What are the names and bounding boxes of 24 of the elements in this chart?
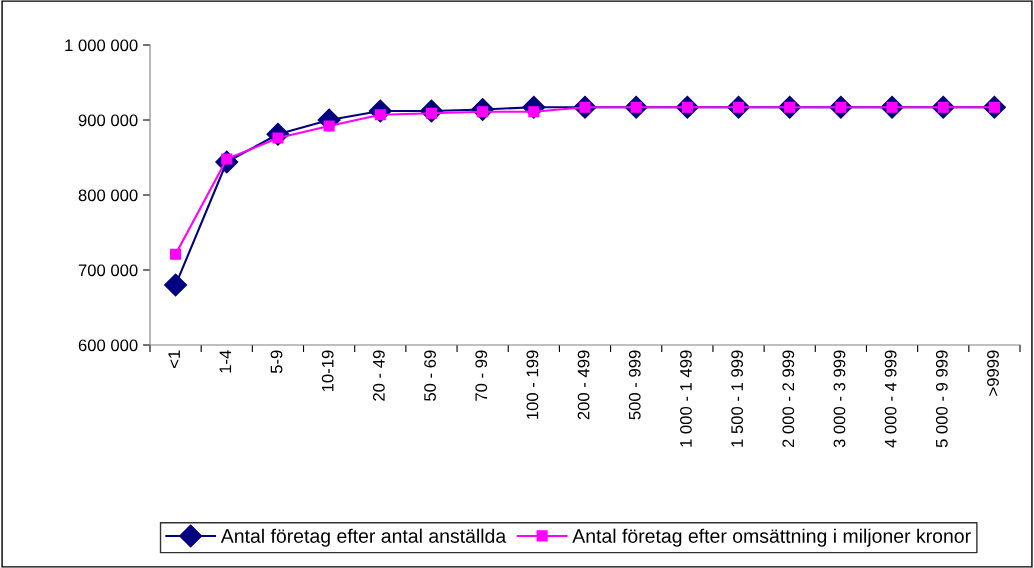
x-tick-label: 5-9 — [270, 350, 283, 374]
y-tick-label: 1 000 000 — [65, 39, 138, 52]
x-tick-label: 10-19 — [321, 350, 334, 392]
x-tick-label: 20 - 49 — [372, 350, 385, 401]
y-tick-label: 600 000 — [78, 339, 138, 352]
x-tick-label: >9999 — [987, 350, 999, 396]
x-tick-label: 3 000 - 3 999 — [833, 350, 846, 448]
x-tick-label: 5 000 - 9 999 — [935, 350, 948, 448]
x-tick-label: 2 000 - 2 999 — [782, 350, 795, 448]
x-tick-label: 4 000 - 4 999 — [884, 350, 897, 448]
x-tick-label: 100 - 199 — [526, 350, 539, 419]
x-tick-label: <1 — [168, 350, 180, 368]
y-tick-label: 700 000 — [78, 264, 138, 277]
x-tick-label: 1 500 - 1 999 — [731, 350, 743, 447]
x-tick-label: 70 - 99 — [475, 350, 488, 401]
x-tick-label: 200 - 499 — [577, 350, 590, 420]
x-tick-label: 500 - 999 — [628, 350, 641, 420]
y-tick-label: 800 000 — [78, 189, 138, 202]
legend-label: Antal företag efter omsättning i miljoner kronor — [572, 528, 971, 547]
legend-label: Antal företag efter antal anställda — [220, 528, 507, 547]
y-tick-label: 900 000 — [78, 114, 138, 127]
x-tick-label: 1 000 - 1 499 — [680, 350, 692, 447]
x-tick-label: 50 - 69 — [424, 350, 436, 401]
x-tick-label: 1-4 — [219, 350, 232, 373]
